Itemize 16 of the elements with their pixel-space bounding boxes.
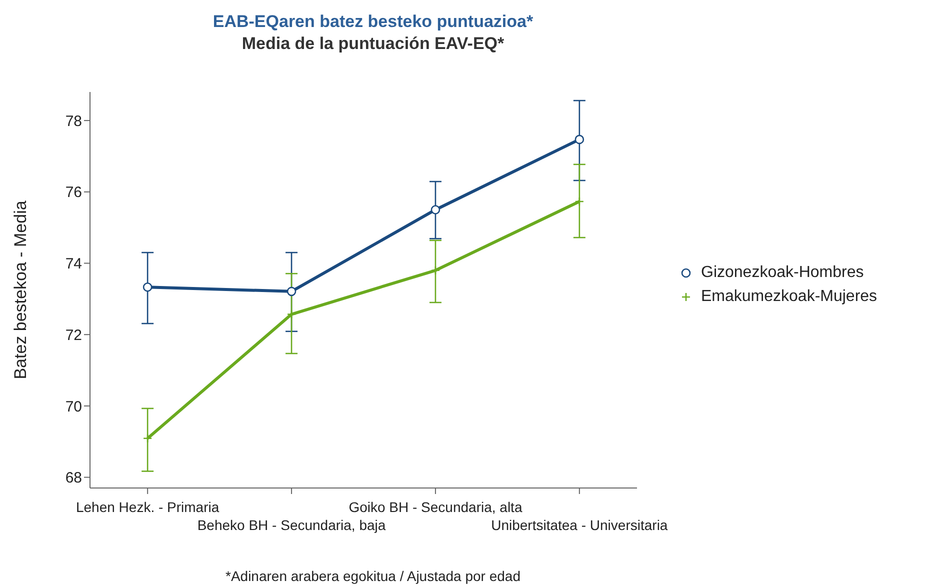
chart-title: EAB-EQaren batez besteko puntuazioa* — [212, 12, 534, 32]
x-tick-label: Beheko BH - Secundaria, baja — [197, 517, 386, 533]
y-tick-label: 74 — [65, 256, 82, 273]
y-tick-label: 68 — [65, 470, 82, 487]
legend-label: Gizonezkoak-Hombres — [701, 264, 864, 282]
y-tick-label: 70 — [65, 398, 82, 416]
text: *Adinaren arabera egokitua / Ajustada por edad — [224, 568, 522, 584]
x-tick-label: Unibertsitatea - Universitaria — [491, 517, 668, 533]
x-tick-label: Goiko BH - Secundaria, alta — [348, 499, 522, 515]
y-tick-label: 76 — [65, 184, 82, 202]
y-axis-title: Batez bestekoa - Media — [11, 200, 30, 380]
chart-subtitle: Media de la puntuación EAV-EQ* — [240, 34, 506, 54]
y-tick-label: 78 — [65, 112, 82, 130]
y-tick-label: 72 — [65, 326, 82, 344]
x-tick-label: Lehen Hezk. - Primaria — [76, 499, 220, 515]
legend-label: Emakumezkoak-Mujeres — [701, 288, 878, 306]
